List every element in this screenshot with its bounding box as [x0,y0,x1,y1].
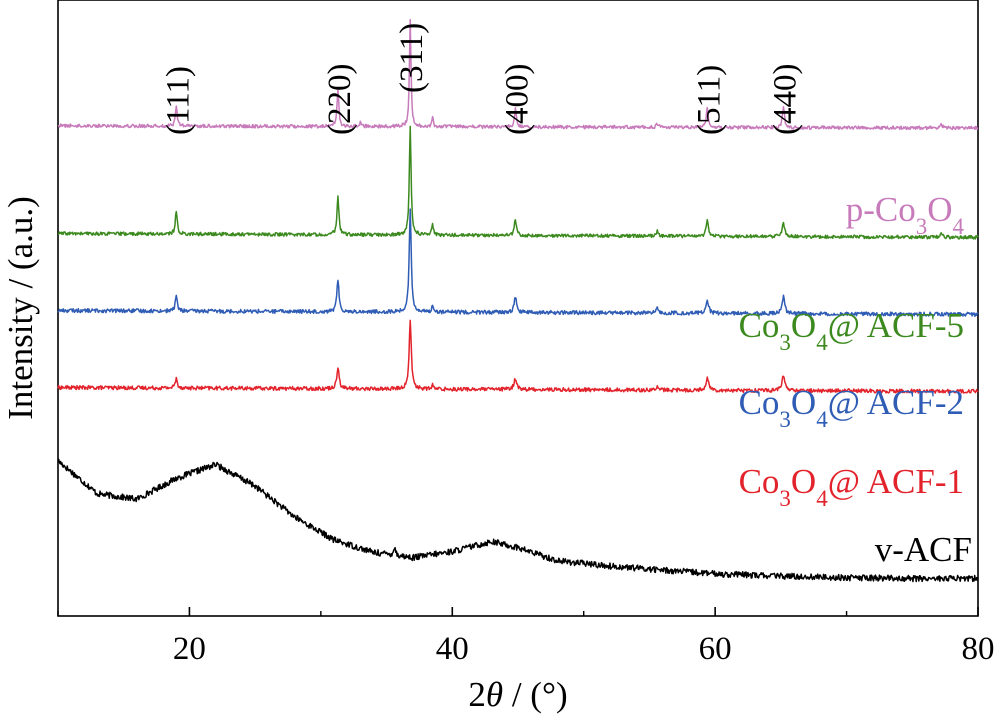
peak-label: (311) [394,23,430,93]
x-tick-label: 80 [962,631,995,667]
peak-label: (220) [322,64,358,135]
x-axis-title: 2θ / (°) [468,675,567,714]
x-tick-label: 20 [173,631,206,667]
series-line [57,125,979,240]
series-line [57,458,979,583]
x-tick-label: 40 [436,631,469,667]
series-label: Co3O4@ ACF-2 [739,383,964,432]
series-label: Co3O4@ ACF-1 [739,462,964,511]
series-label: Co3O4@ ACF-5 [739,306,964,355]
plot-frame [57,0,979,617]
series-line [57,208,979,317]
peak-label: (400) [499,64,535,135]
x-tick-label: 60 [699,631,732,667]
series-label: p-Co3O4 [846,190,965,239]
peak-label: (111) [160,66,196,135]
series-label: v-ACF [875,530,972,569]
peak-label: (511) [691,65,727,135]
series-line [57,18,979,131]
series-line [57,319,979,394]
y-axis-title: Intensity / (a.u.) [1,196,40,420]
peak-label: (440) [768,64,804,135]
